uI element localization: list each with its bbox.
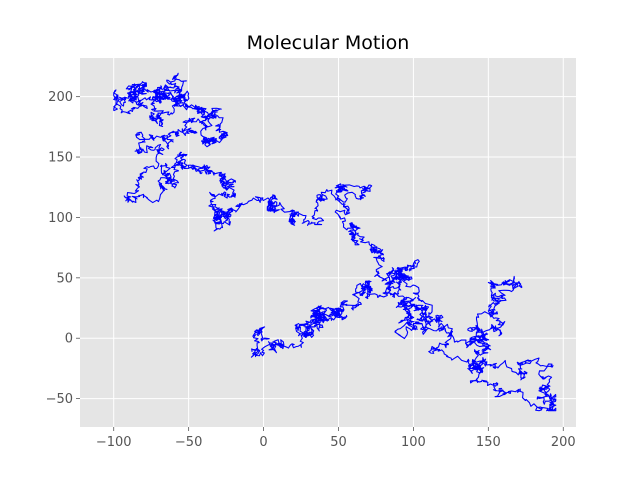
chart-title: Molecular Motion — [247, 32, 410, 54]
series-layer — [113, 72, 557, 412]
y-tick-label: 100 — [48, 211, 73, 226]
x-tick-label: −50 — [175, 435, 202, 450]
series-line-0 — [113, 72, 557, 412]
y-tick-label: −50 — [46, 392, 73, 407]
x-tick-label: 50 — [330, 435, 347, 450]
ticks: −100 −50 0 50 100 150 200 −50 0 50 100 150 200 — [46, 90, 576, 450]
y-tick-label: 50 — [56, 271, 73, 286]
grid — [80, 58, 576, 427]
plot-area — [80, 58, 576, 427]
x-tick-label: 0 — [259, 435, 267, 450]
x-tick-label: 150 — [476, 435, 501, 450]
y-tick-label: 150 — [48, 151, 73, 166]
y-tick-label: 200 — [48, 90, 73, 105]
x-tick-label: 200 — [551, 435, 576, 450]
x-tick-label: −100 — [96, 435, 132, 450]
y-tick-label: 0 — [65, 332, 73, 347]
x-tick-label: 100 — [401, 435, 426, 450]
